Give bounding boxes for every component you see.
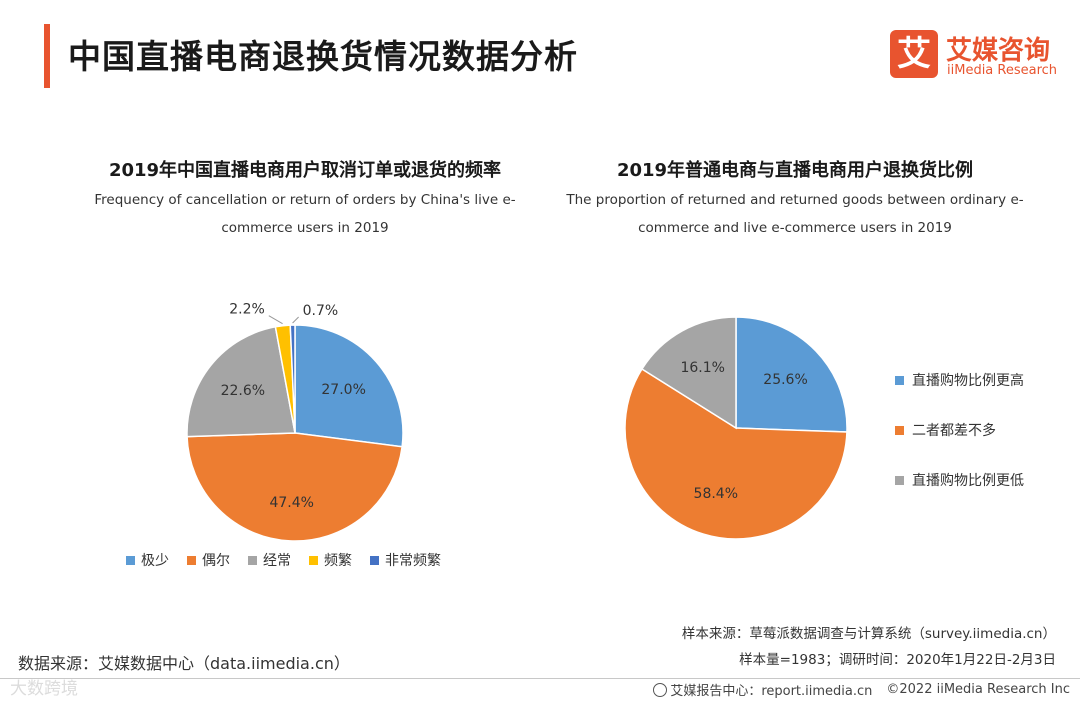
chart2-subtitle-line2: commerce and live e-commerce users in 20…	[638, 220, 952, 236]
legend-item: 直播购物比例更低	[895, 468, 1024, 492]
legend-item: 经常	[248, 550, 291, 570]
data-source-note: 数据来源：艾媒数据中心（data.iimedia.cn）	[18, 654, 350, 673]
legend-label: 极少	[141, 553, 169, 569]
logo-en-text: iiMedia Research	[947, 63, 1058, 78]
legend-label: 频繁	[324, 553, 352, 569]
pie-data-label: 25.6%	[763, 372, 807, 388]
pie-data-label: 2.2%	[229, 302, 265, 318]
sample-source-note: 样本来源：草莓派数据调查与计算系统（survey.iimedia.cn）	[681, 626, 1056, 642]
legend-item: 频繁	[309, 550, 352, 570]
title-accent-bar	[44, 24, 50, 88]
copyright: ©2022 iiMedia Research Inc	[886, 682, 1070, 697]
legend-label: 非常频繁	[385, 553, 441, 569]
chart2-subtitle: The proportion of returned and returned …	[530, 186, 1060, 242]
pie-slice	[294, 324, 404, 448]
page-title: 中国直播电商退换货情况数据分析	[68, 37, 578, 76]
sample-size-note: 样本量=1983；调研时间：2020年1月22日-2月3日	[739, 652, 1056, 668]
pie-slice	[640, 316, 737, 430]
legend-swatch-icon	[187, 555, 196, 565]
legend-swatch-icon	[309, 555, 318, 565]
legend-label: 偶尔	[202, 553, 230, 569]
legend-swatch-icon	[895, 375, 904, 385]
pie-data-label: 22.6%	[221, 383, 265, 399]
report-center: 艾媒报告中心：report.iimedia.cn	[653, 680, 872, 699]
pie-data-label: 0.7%	[303, 303, 339, 319]
pie-data-label: 47.4%	[269, 495, 313, 511]
logo-mark-icon: 艾	[890, 30, 938, 78]
footer-divider	[0, 678, 1080, 679]
legend-label: 经常	[263, 553, 291, 569]
pie-slice	[186, 325, 296, 438]
watermark-text: 大数跨境	[10, 679, 78, 699]
legend-item: 直播购物比例更高	[895, 368, 1024, 392]
chart1-subtitle-line1: Frequency of cancellation or return of o…	[94, 192, 516, 208]
chart1-title: 2019年中国直播电商用户取消订单或退货的频率	[108, 160, 502, 181]
chart1-subtitle-line2: commerce users in 2019	[221, 220, 389, 236]
pie-data-label: 58.4%	[694, 486, 738, 502]
legend-item: 二者都差不多	[895, 418, 1024, 442]
legend-item: 极少	[126, 550, 169, 570]
chart1-subtitle: Frequency of cancellation or return of o…	[40, 186, 570, 242]
chart1-legend: 极少 偶尔 经常 频繁 非常频繁	[126, 550, 441, 570]
legend-label: 直播购物比例更高	[912, 373, 1024, 389]
chart2-title: 2019年普通电商与直播电商用户退换货比例	[616, 160, 974, 181]
report-center-link[interactable]: 艾媒报告中心：report.iimedia.cn	[670, 684, 873, 699]
chart2-legend: 直播购物比例更高 二者都差不多 直播购物比例更低	[895, 368, 1024, 518]
pie-slice	[289, 324, 296, 434]
pie-chart-cancel-frequency: 27.0% 47.4% 22.6% 2.2% 0.7%	[186, 302, 404, 542]
legend-item: 偶尔	[187, 550, 230, 570]
pie-slice	[186, 432, 403, 542]
legend-label: 二者都差不多	[912, 423, 996, 439]
legend-swatch-icon	[895, 425, 904, 435]
logo-cn-text: 艾媒咨询	[946, 36, 1051, 66]
legend-swatch-icon	[248, 555, 257, 565]
pie-chart-return-ratio: 25.6% 58.4% 16.1%	[624, 316, 848, 540]
legend-swatch-icon	[370, 555, 379, 565]
legend-label: 直播购物比例更低	[912, 473, 1024, 489]
legend-swatch-icon	[126, 555, 135, 565]
footer-bar: 艾媒报告中心：report.iimedia.cn ©2022 iiMedia R…	[653, 680, 1070, 699]
brand-logo: 艾 艾媒咨询 iiMedia Research	[890, 30, 1070, 86]
label-leader-line	[268, 315, 283, 325]
chart2-subtitle-line1: The proportion of returned and returned …	[566, 192, 1024, 208]
pie-data-label: 27.0%	[321, 382, 365, 398]
pie-data-label: 16.1%	[680, 360, 724, 376]
pie-slice	[735, 316, 848, 433]
pie-slice	[624, 367, 848, 540]
legend-item: 非常频繁	[370, 550, 441, 570]
globe-icon	[653, 683, 668, 697]
label-leader-line	[292, 316, 299, 324]
legend-swatch-icon	[895, 475, 904, 485]
